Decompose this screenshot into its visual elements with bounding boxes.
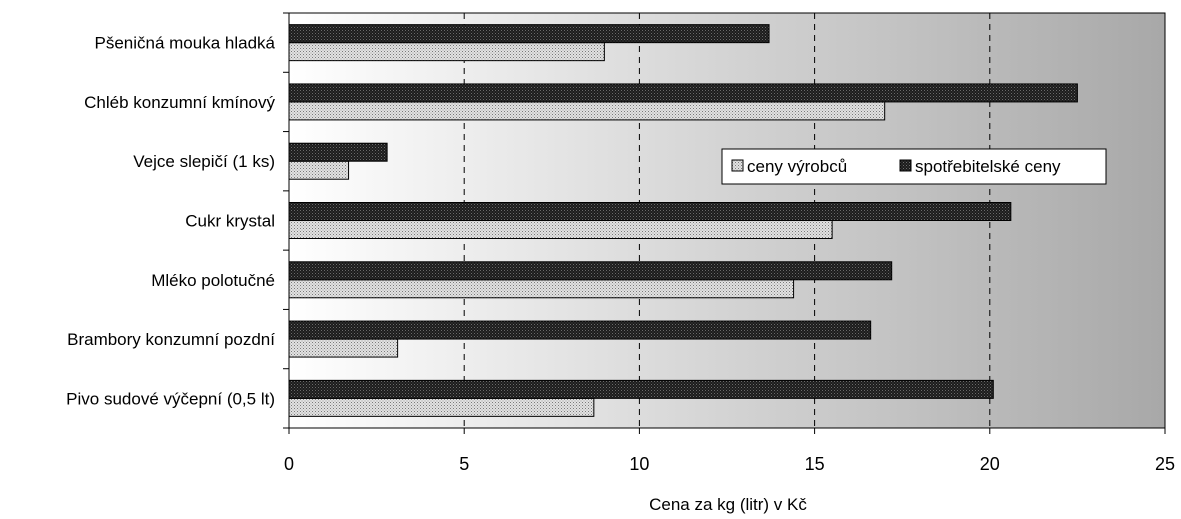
category-label: Chléb konzumní kmínový — [84, 93, 275, 112]
x-tick-label: 10 — [629, 454, 649, 474]
category-label: Mléko polotučné — [151, 271, 275, 290]
x-tick-label: 0 — [284, 454, 294, 474]
x-tick-label: 5 — [459, 454, 469, 474]
bar-producer-price — [288, 101, 886, 121]
legend-label: spotřebitelské ceny — [915, 157, 1061, 176]
category-label: Pivo sudové výčepní (0,5 lt) — [66, 389, 275, 408]
category-label: Pšeničná mouka hladká — [94, 34, 275, 53]
bar-producer-price — [288, 42, 605, 62]
bars-group — [288, 24, 1078, 417]
x-tick-label: 25 — [1155, 454, 1175, 474]
bar-consumer-price — [288, 379, 994, 399]
category-label: Cukr krystal — [185, 212, 275, 231]
bar-producer-price — [288, 397, 595, 417]
legend-swatch-consumer — [899, 159, 912, 172]
bar-producer-price — [288, 160, 350, 180]
bar-consumer-price — [288, 83, 1078, 103]
legend-label: ceny výrobců — [747, 157, 847, 176]
legend-swatch-producer — [731, 159, 744, 172]
bar-consumer-price — [288, 142, 388, 162]
legend: ceny výrobců spotřebitelské ceny — [721, 148, 1107, 185]
bar-consumer-price — [288, 261, 893, 281]
grid-lines — [463, 13, 991, 428]
labels-group: 0 5 10 15 20 25 Pšeničná mouka hladká Chléb kon… — [66, 34, 1175, 474]
bar-producer-price — [288, 279, 795, 299]
bar-consumer-price — [288, 320, 872, 340]
bar-producer-price — [288, 220, 833, 239]
bar-producer-price — [288, 338, 399, 358]
axes-group — [283, 12, 1166, 434]
legend-box — [721, 148, 1107, 185]
category-label: Vejce slepičí (1 ks) — [133, 152, 275, 171]
bar-consumer-price — [288, 24, 770, 44]
category-label: Brambory konzumní pozdní — [67, 330, 275, 349]
x-tick-label: 15 — [805, 454, 825, 474]
bar-consumer-price — [288, 202, 1012, 221]
x-axis-title: Cena za kg (litr) v Kč — [649, 495, 807, 514]
x-tick-label: 20 — [980, 454, 1000, 474]
